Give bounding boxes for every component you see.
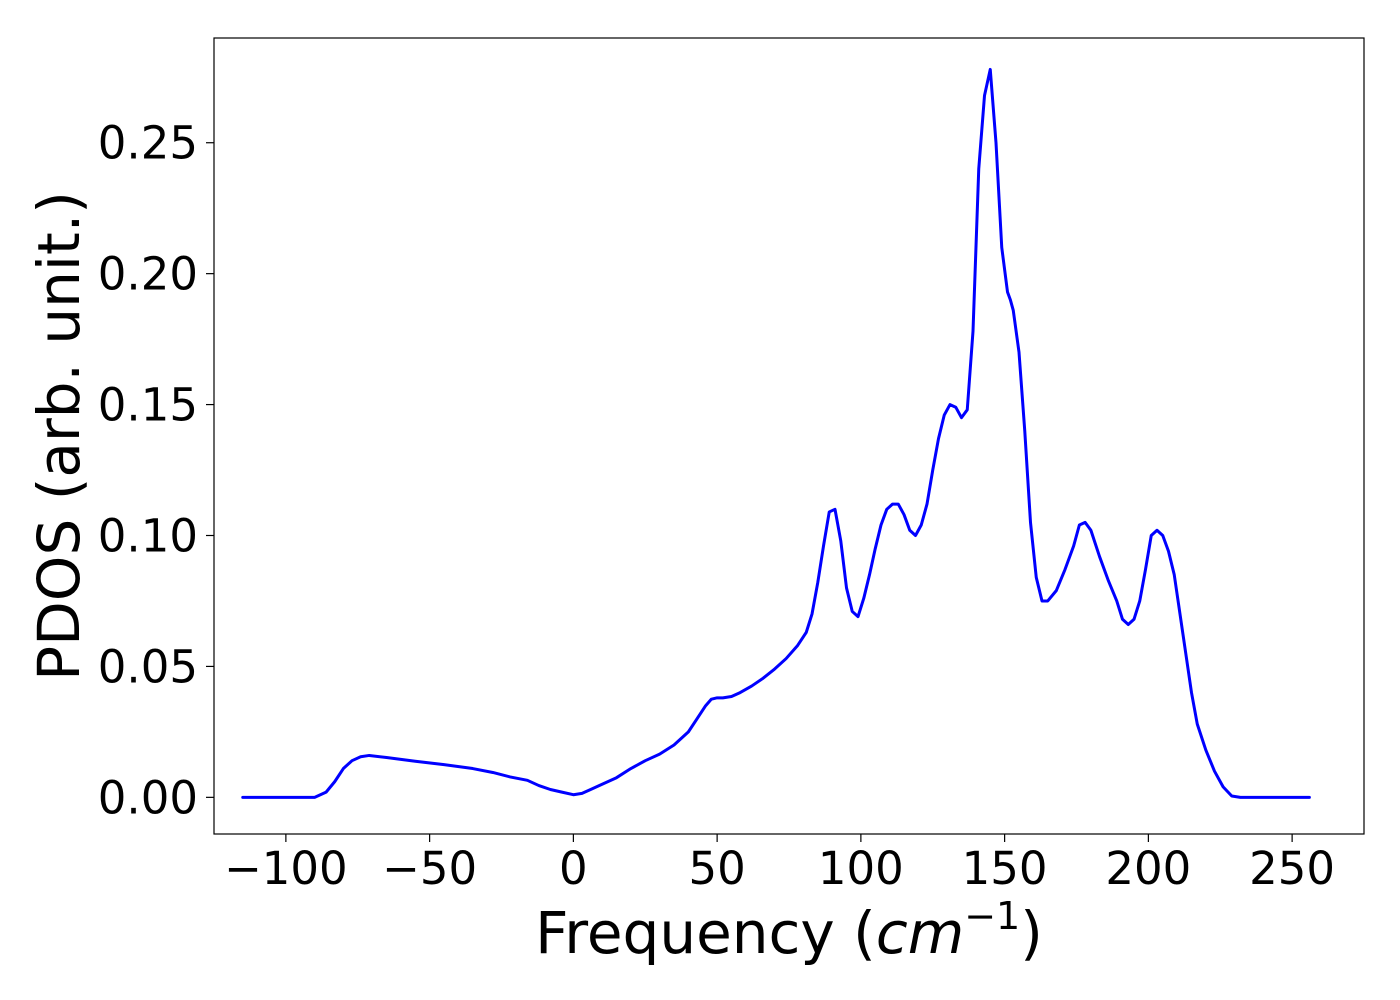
x-tick-label: 100: [818, 842, 904, 895]
y-tick-label: 0.25: [98, 117, 198, 170]
y-tick-label: 0.00: [98, 771, 198, 824]
x-axis-ticks: −100 −50 0 50 100 150 200 250: [224, 834, 1335, 895]
x-tick-label: −100: [224, 842, 348, 895]
x-axis-label-unit: cm: [876, 899, 964, 967]
y-tick-label: 0.10: [98, 510, 198, 563]
y-tick-label: 0.20: [98, 248, 198, 301]
x-axis-label: Frequency (cm−1): [535, 894, 1043, 967]
x-tick-label: 0: [559, 842, 588, 895]
x-tick-label: −50: [382, 842, 477, 895]
y-axis-ticks: 0.00 0.05 0.10 0.15 0.20 0.25: [98, 117, 214, 824]
y-tick-label: 0.05: [98, 640, 198, 693]
x-tick-label: 50: [688, 842, 745, 895]
series-layer: [241, 67, 1311, 799]
pdos-series-line: [241, 67, 1311, 799]
plot-area: [213, 37, 1365, 835]
y-axis-label: PDOS (arb. unit.): [25, 191, 93, 681]
y-tick-label: 0.15: [98, 379, 198, 432]
x-axis-label-close: ): [1020, 899, 1043, 967]
x-tick-label: 200: [1105, 842, 1191, 895]
x-axis-label-text: Frequency (: [535, 899, 876, 967]
x-tick-label: 150: [962, 842, 1048, 895]
x-tick-label: 250: [1249, 842, 1335, 895]
x-axis-label-exponent: −1: [964, 894, 1020, 938]
